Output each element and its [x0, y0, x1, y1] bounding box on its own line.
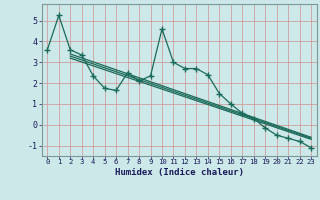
X-axis label: Humidex (Indice chaleur): Humidex (Indice chaleur) — [115, 168, 244, 177]
